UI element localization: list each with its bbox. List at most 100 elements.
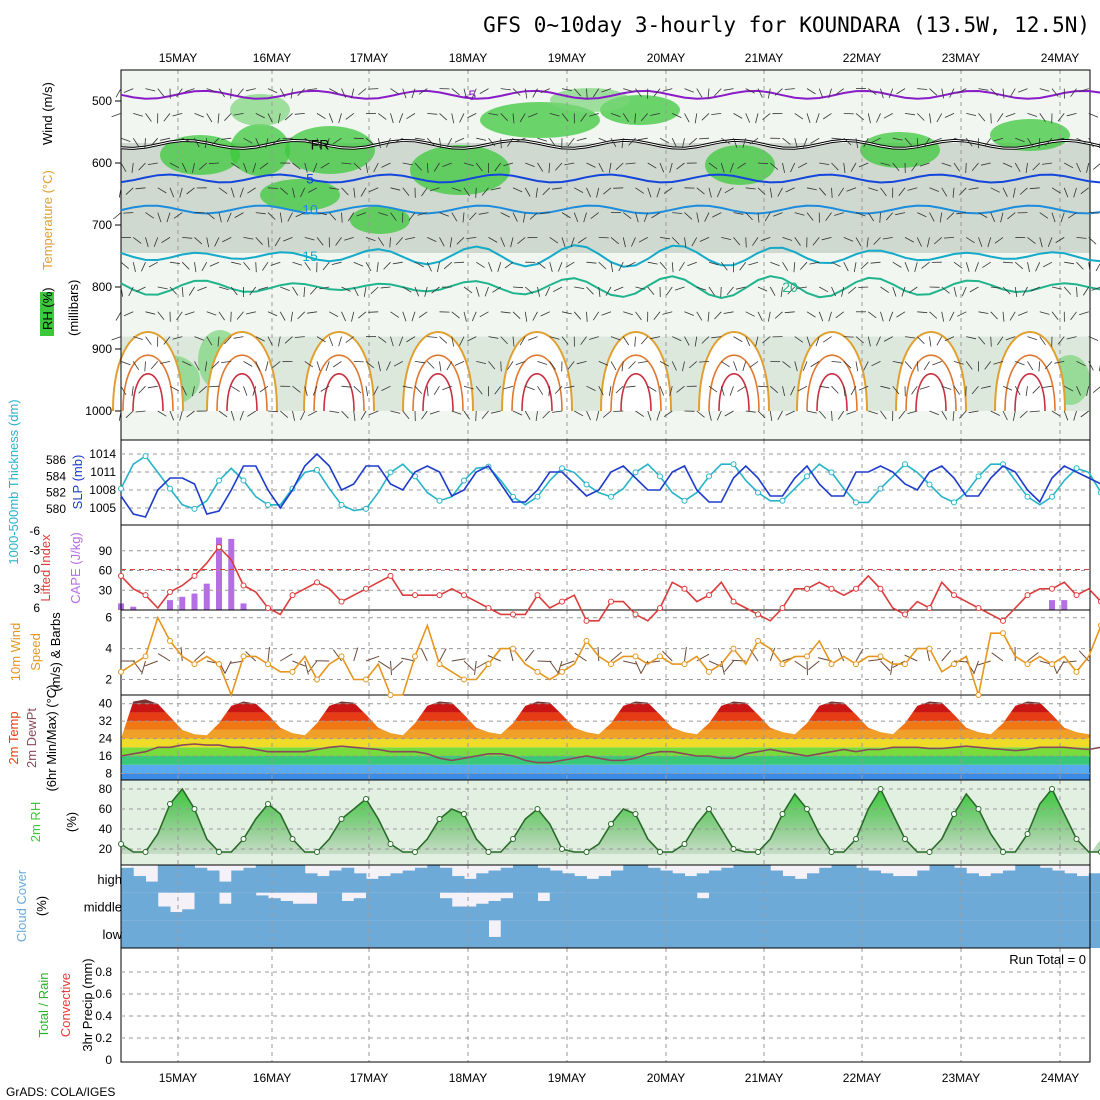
wind-barb: [224, 336, 232, 345]
lifted-index-series-point: [828, 585, 835, 592]
wind-barb: [123, 212, 134, 214]
cape-bar: [191, 593, 198, 610]
wind-barb: [868, 88, 877, 95]
wind-barb: [358, 88, 367, 96]
temperature-band: [121, 699, 1090, 704]
wind-barb: [790, 162, 796, 173]
cloud-cover-bar: [1003, 920, 1016, 948]
wind-barb: [895, 212, 906, 216]
boundary-layer-contour: [313, 354, 365, 412]
wind-barb: [338, 113, 342, 124]
wind-barb: [439, 138, 442, 149]
wind-barb: [647, 162, 657, 169]
cloud-cover-bar: [121, 867, 134, 893]
wind-barb: [628, 137, 636, 146]
wind-barb: [782, 261, 789, 271]
wind-barb: [304, 660, 309, 675]
wind-barb: [529, 212, 538, 220]
boundary-layer-contour: [402, 331, 474, 412]
cape-li-panel: [120, 524, 1091, 611]
wind-barb: [163, 336, 171, 345]
wind-barb: [631, 237, 636, 247]
wind-barb: [510, 237, 514, 248]
wind-barb: [589, 113, 599, 117]
wind-barb: [1088, 212, 1099, 214]
cape-bar: [167, 600, 173, 610]
wind-barb: [204, 138, 208, 149]
rh-moist-blob: [860, 132, 940, 168]
wind-barb: [659, 386, 665, 396]
cloud-cover-bar: [353, 920, 367, 948]
wind-barb: [860, 261, 869, 270]
wind-barb: [806, 88, 816, 95]
wind-barb: [941, 650, 952, 662]
day-label-top: 21MAY: [745, 51, 783, 65]
day-label-bottom: 22MAY: [843, 1071, 881, 1085]
wind-barb: [684, 647, 687, 662]
wind-barb: [806, 187, 817, 191]
wind-barb: [1027, 237, 1036, 244]
cloud-cover-bar: [794, 878, 808, 893]
wind-barb: [733, 361, 738, 371]
cloud-cover-bar: [745, 920, 759, 948]
cloud-cover-bar: [317, 920, 330, 948]
wind-barb: [451, 410, 462, 415]
boundary-layer-contour: [501, 331, 573, 412]
cloud-cover-bar: [1027, 920, 1041, 948]
wind-barb: [953, 162, 960, 172]
thickness-series-point: [730, 461, 737, 468]
wind-barb: [292, 410, 295, 421]
wind-barb: [618, 262, 624, 272]
cloud-cover-bar: [378, 892, 391, 921]
wind-barb: [272, 361, 281, 369]
wind-barb: [490, 410, 501, 414]
cloud-cover-bar: [280, 900, 293, 921]
wind-barb: [774, 311, 783, 319]
wind-barb: [605, 286, 612, 296]
wind-barb: [733, 113, 743, 119]
wind-barb: [757, 212, 760, 223]
cloud-cover-bar: [451, 906, 465, 921]
cloud-cover-bar: [843, 865, 857, 893]
wind-barb: [941, 410, 948, 420]
wind-barb: [974, 262, 979, 272]
wind-barb: [984, 361, 992, 370]
wind-barb: [169, 385, 179, 392]
wind-barb: [184, 311, 195, 316]
cape-bar: [1061, 600, 1068, 610]
wind-barb: [515, 361, 526, 366]
wind-barb: [941, 311, 945, 322]
wind-barb: [745, 410, 756, 413]
wind-barb: [292, 385, 301, 393]
wind-barb: [331, 261, 342, 265]
wind-barb: [218, 410, 228, 418]
wind-barb: [166, 212, 171, 223]
wind-barb: [1039, 113, 1046, 122]
wind-barb: [898, 410, 906, 420]
wind-barb: [209, 261, 220, 267]
cloud-cover-bar: [537, 900, 551, 921]
wind-barb: [757, 410, 766, 419]
wind-barb: [120, 361, 131, 366]
wind-barb: [966, 336, 977, 340]
wind-speed-series-point: [804, 653, 810, 660]
wind-barb: [767, 311, 771, 322]
boundary-layer-contour: [718, 373, 750, 412]
wind-barb: [757, 162, 769, 165]
wind-barb: [793, 262, 796, 273]
wind-barb: [1025, 162, 1028, 173]
wind-barb: [463, 162, 474, 167]
wind-barb: [549, 137, 556, 147]
line-layer: [111, 88, 1100, 855]
wind-barb: [907, 410, 918, 414]
wind-barb: [500, 336, 508, 345]
wind-speed-series-point: [461, 676, 467, 683]
cloud-cover-bar: [892, 876, 906, 893]
wind-barb: [724, 410, 734, 417]
wind-barb: [304, 386, 308, 397]
wind-barb: [537, 162, 544, 172]
wind-barb: [855, 113, 864, 121]
wind-barb: [181, 386, 187, 396]
wind-barb: [1002, 410, 1008, 421]
wind-barb: [818, 88, 824, 99]
